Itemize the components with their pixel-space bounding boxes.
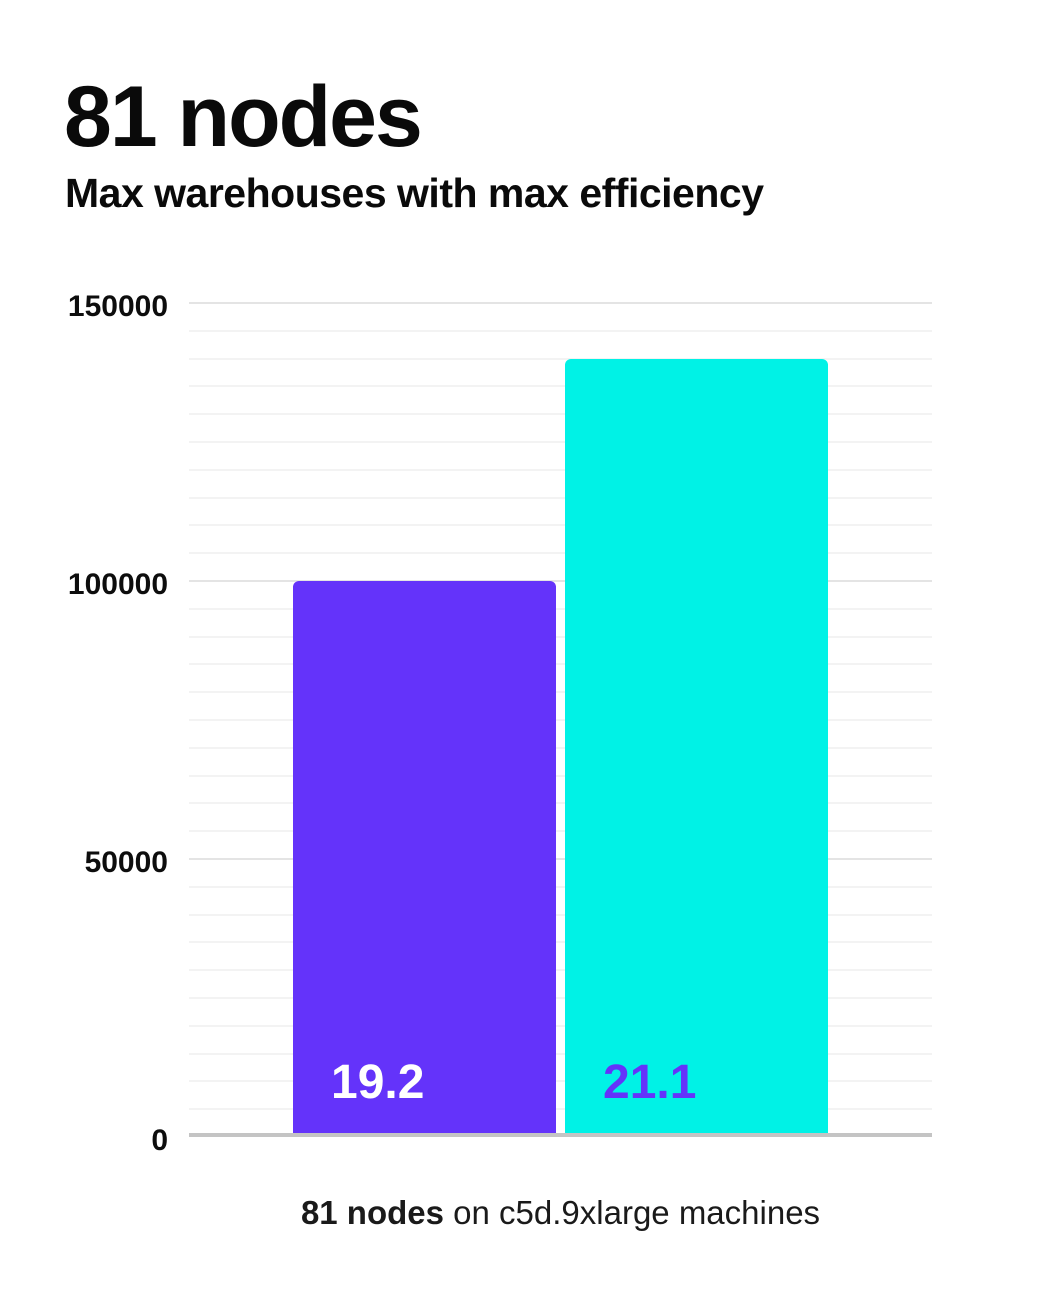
caption-node-count: 81 nodes (300, 1194, 444, 1231)
gridline-minor (189, 329, 932, 332)
page-subtitle: Max warehouses with max efficiency (65, 170, 764, 216)
gridline-minor (189, 691, 932, 694)
caption-machine-type: on c5d.9xlarge machines (444, 1194, 821, 1231)
page-title: 81 nodes (64, 69, 423, 165)
gridline-minor (189, 357, 932, 360)
gridline-major (189, 858, 932, 860)
gridline-minor (189, 524, 932, 527)
gridline-minor (189, 663, 932, 666)
gridline-minor (189, 496, 932, 499)
gridline-minor (189, 552, 932, 555)
bar-value-label: 19.2 (331, 1056, 425, 1109)
bar-v19-2: 19.2 (293, 581, 556, 1137)
gridline-minor (189, 746, 932, 749)
gridline-minor (189, 385, 932, 388)
bar-chart-plot-area: 19.2 21.1 (189, 302, 932, 1137)
gridline-minor (189, 802, 932, 805)
gridline-minor (189, 997, 932, 999)
gridline-minor (189, 635, 932, 638)
bar-value-label: 21.1 (603, 1056, 697, 1109)
chart-caption: 81 nodes on c5d.9xlarge machines (189, 1192, 932, 1235)
y-axis-tick-label: 0 (151, 1124, 168, 1157)
gridline-minor (189, 969, 932, 972)
gridline-minor (189, 830, 932, 833)
y-axis-tick-label: 150000 (67, 290, 168, 323)
x-axis-baseline (189, 1133, 932, 1137)
gridline-minor (189, 1080, 932, 1083)
y-axis: 0 50000 100000 150000 (0, 290, 168, 1157)
gridline-minor (189, 941, 932, 944)
gridline-minor (189, 774, 932, 777)
gridline-minor (189, 607, 932, 610)
gridline-major (189, 302, 932, 304)
gridline-minor (189, 413, 932, 416)
gridline-minor (189, 468, 932, 471)
bar-v21-1: 21.1 (565, 358, 828, 1137)
gridline-minor (189, 1052, 932, 1055)
y-axis-tick-label: 100000 (67, 568, 168, 601)
gridline-minor (189, 1108, 932, 1111)
gridline-major (189, 580, 932, 582)
gridline-minor (189, 913, 932, 916)
gridline-minor (189, 719, 932, 721)
y-axis-tick-label: 50000 (84, 846, 168, 879)
gridline-minor (189, 441, 932, 443)
gridline-minor (189, 885, 932, 888)
gridline-minor (189, 1024, 932, 1027)
